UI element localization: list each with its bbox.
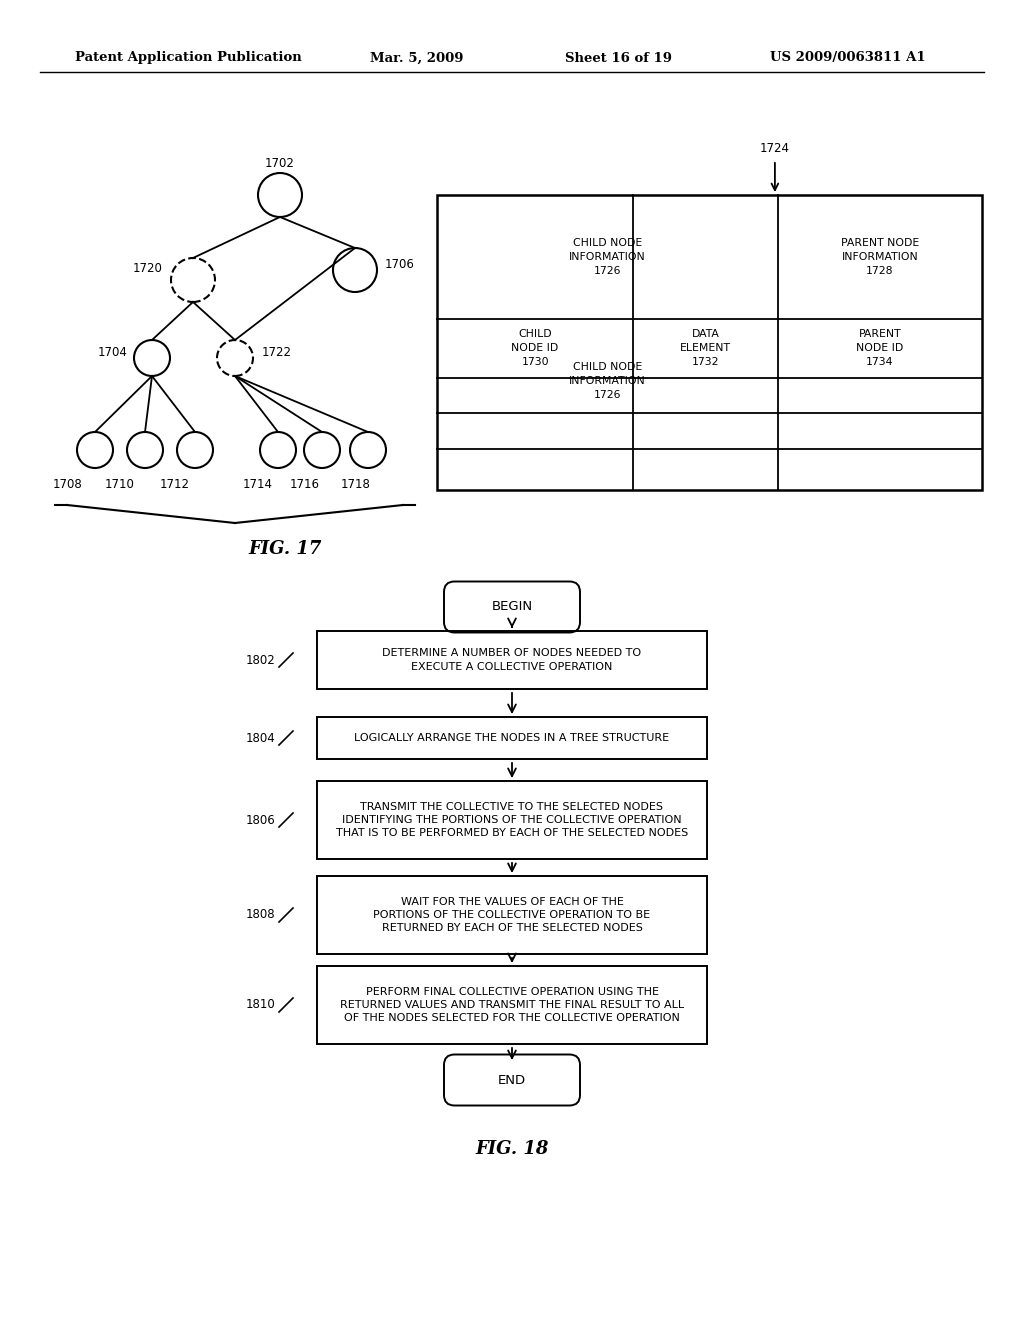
Text: 1810: 1810 bbox=[246, 998, 275, 1011]
Bar bbox=[317, 876, 707, 954]
Text: CHILD NODE
INFORMATION
1726: CHILD NODE INFORMATION 1726 bbox=[569, 238, 646, 276]
Text: CHILD NODE
INFORMATION
1726: CHILD NODE INFORMATION 1726 bbox=[569, 362, 646, 400]
Text: FIG. 17: FIG. 17 bbox=[248, 540, 322, 558]
Text: 1804: 1804 bbox=[246, 731, 275, 744]
Text: 1720: 1720 bbox=[133, 261, 163, 275]
Text: PARENT
NODE ID
1734: PARENT NODE ID 1734 bbox=[856, 330, 903, 367]
Text: Mar. 5, 2009: Mar. 5, 2009 bbox=[370, 51, 464, 65]
Text: 1706: 1706 bbox=[385, 259, 415, 272]
Text: END: END bbox=[498, 1073, 526, 1086]
Bar bbox=[317, 781, 707, 859]
Text: DETERMINE A NUMBER OF NODES NEEDED TO
EXECUTE A COLLECTIVE OPERATION: DETERMINE A NUMBER OF NODES NEEDED TO EX… bbox=[382, 648, 642, 672]
Text: WAIT FOR THE VALUES OF EACH OF THE
PORTIONS OF THE COLLECTIVE OPERATION TO BE
RE: WAIT FOR THE VALUES OF EACH OF THE PORTI… bbox=[374, 896, 650, 933]
Text: TRANSMIT THE COLLECTIVE TO THE SELECTED NODES
IDENTIFYING THE PORTIONS OF THE CO: TRANSMIT THE COLLECTIVE TO THE SELECTED … bbox=[336, 801, 688, 838]
Bar bbox=[437, 195, 982, 490]
Text: 1722: 1722 bbox=[262, 346, 292, 359]
Text: 1802: 1802 bbox=[246, 653, 275, 667]
Text: 1806: 1806 bbox=[246, 813, 275, 826]
Text: 1716: 1716 bbox=[290, 478, 319, 491]
Text: US 2009/0063811 A1: US 2009/0063811 A1 bbox=[770, 51, 926, 65]
Text: Sheet 16 of 19: Sheet 16 of 19 bbox=[565, 51, 672, 65]
Bar bbox=[317, 631, 707, 689]
Text: 1714: 1714 bbox=[243, 478, 273, 491]
Text: Patent Application Publication: Patent Application Publication bbox=[75, 51, 302, 65]
Text: 1808: 1808 bbox=[246, 908, 275, 921]
Text: CHILD
NODE ID
1730: CHILD NODE ID 1730 bbox=[511, 330, 559, 367]
Text: 1704: 1704 bbox=[98, 346, 128, 359]
Text: 1724: 1724 bbox=[760, 143, 790, 154]
Text: 1708: 1708 bbox=[53, 478, 83, 491]
Text: FIG. 18: FIG. 18 bbox=[475, 1140, 549, 1158]
Text: LOGICALLY ARRANGE THE NODES IN A TREE STRUCTURE: LOGICALLY ARRANGE THE NODES IN A TREE ST… bbox=[354, 733, 670, 743]
Text: PERFORM FINAL COLLECTIVE OPERATION USING THE
RETURNED VALUES AND TRANSMIT THE FI: PERFORM FINAL COLLECTIVE OPERATION USING… bbox=[340, 987, 684, 1023]
Text: 1712: 1712 bbox=[160, 478, 190, 491]
Text: PARENT NODE
INFORMATION
1728: PARENT NODE INFORMATION 1728 bbox=[841, 238, 919, 276]
Bar bbox=[317, 966, 707, 1044]
Text: BEGIN: BEGIN bbox=[492, 601, 532, 614]
Text: 1710: 1710 bbox=[105, 478, 135, 491]
Text: DATA
ELEMENT
1732: DATA ELEMENT 1732 bbox=[680, 330, 731, 367]
Bar bbox=[317, 717, 707, 759]
Text: 1702: 1702 bbox=[265, 157, 295, 170]
Text: 1718: 1718 bbox=[341, 478, 371, 491]
